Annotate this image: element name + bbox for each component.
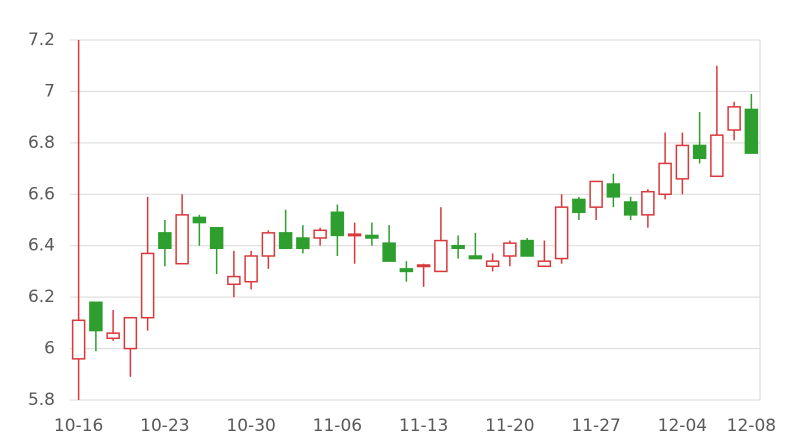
x-tick-label: 10-23: [140, 416, 189, 436]
candle-body: [572, 198, 586, 214]
candle-body: [434, 239, 448, 273]
y-tick-label: 6.8: [28, 133, 55, 153]
candle-body: [261, 232, 276, 257]
candle-body: [158, 232, 172, 250]
candle-body: [209, 226, 224, 250]
candle-body: [347, 233, 362, 237]
candle-body: [692, 144, 707, 160]
candle-body: [675, 144, 690, 180]
candle-body: [365, 234, 379, 239]
candle-body: [123, 316, 138, 350]
candle-body: [503, 242, 517, 257]
candle-body: [641, 190, 655, 216]
x-tick-label: 11-20: [485, 416, 534, 436]
candle-body: [227, 275, 241, 286]
y-tick-label: 7.2: [28, 30, 55, 50]
candle-body: [744, 108, 759, 154]
candle-body: [537, 260, 552, 268]
candle-body: [416, 264, 431, 268]
y-tick-label: 6.4: [28, 236, 55, 256]
candle-body: [278, 232, 293, 250]
x-tick-label: 12-04: [658, 416, 707, 436]
candle-body: [710, 134, 724, 178]
candle-body: [606, 183, 621, 198]
candle-body: [520, 239, 534, 257]
candle-body: [89, 301, 103, 332]
y-tick-label: 5.8: [28, 390, 55, 410]
x-tick-label: 11-13: [399, 416, 448, 436]
candle-body: [106, 332, 120, 340]
x-tick-label: 10-16: [54, 416, 103, 436]
candle-body: [589, 180, 603, 208]
y-tick-label: 6.6: [28, 184, 55, 204]
candle-body: [623, 201, 638, 216]
candle-body: [140, 252, 155, 319]
y-tick-label: 6.2: [28, 287, 55, 307]
x-tick-label: 12-08: [727, 416, 776, 436]
candle-body: [658, 162, 672, 196]
candle-body: [71, 319, 86, 360]
candle-body: [554, 206, 569, 260]
candle-body: [175, 214, 189, 265]
candle-body: [192, 216, 207, 224]
candle-body: [382, 242, 396, 262]
candle-body: [244, 255, 258, 283]
candle-body: [399, 268, 414, 273]
x-tick-label: 11-27: [571, 416, 620, 436]
candle-body: [468, 255, 483, 260]
candle-body: [330, 211, 345, 237]
candle-body: [451, 244, 465, 250]
candle-body: [485, 260, 500, 268]
y-tick-label: 7: [44, 81, 55, 101]
candle-body: [727, 106, 741, 131]
x-tick-label: 10-30: [226, 416, 275, 436]
x-tick-label: 11-06: [313, 416, 362, 436]
candle-body: [313, 229, 327, 239]
candle-body: [296, 237, 310, 250]
y-tick-label: 6: [44, 339, 55, 359]
